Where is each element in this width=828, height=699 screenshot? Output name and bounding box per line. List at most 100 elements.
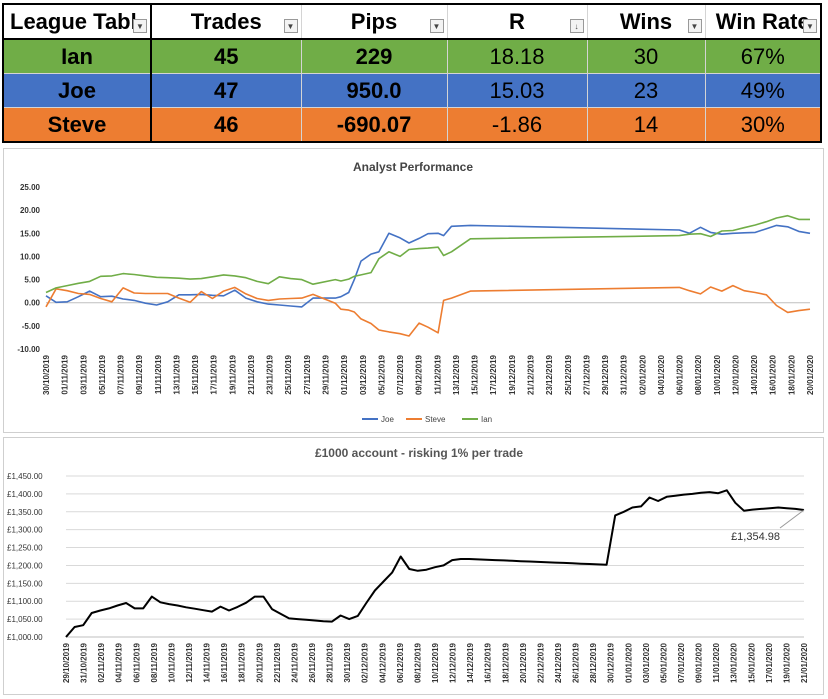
row-name[interactable]: Ian: [2, 38, 152, 74]
header-pips[interactable]: Pips ▼: [300, 3, 448, 40]
x-tick-label: 05/12/2019: [377, 354, 386, 395]
row-name[interactable]: Joe: [2, 73, 152, 108]
header-trades[interactable]: Trades ▼: [150, 3, 302, 40]
x-tick-label: 02/01/2020: [638, 354, 647, 395]
x-tick-label: 12/01/2020: [731, 354, 740, 395]
y-tick-label: -10.00: [17, 345, 40, 354]
x-tick-label: 21/11/2019: [247, 354, 256, 394]
x-tick-label: 07/01/2020: [677, 642, 686, 683]
x-tick-label: 30/11/2019: [343, 642, 352, 682]
y-tick-label: £1,250.00: [7, 544, 43, 553]
analyst-performance-chart[interactable]: Analyst Performance 25.00 20.00 15.00 10.00…: [3, 148, 824, 433]
x-tick-label: 17/11/2019: [210, 354, 219, 394]
series-line-joe[interactable]: [45, 224, 811, 308]
sort-descending-icon[interactable]: ↓: [569, 19, 584, 33]
x-tick-label: 08/01/2020: [694, 354, 703, 395]
row-pips[interactable]: 229: [300, 38, 448, 74]
series-line-ian[interactable]: [45, 214, 810, 294]
x-tick-label: 04/12/2019: [378, 642, 387, 683]
x-tick-label: 14/11/2019: [203, 642, 212, 682]
x-tick-label: 03/01/2020: [642, 642, 651, 683]
x-tick-label: 15/12/2019: [471, 354, 480, 395]
x-tick-label: 24/12/2019: [554, 642, 563, 683]
header-wins[interactable]: Wins ▼: [586, 3, 706, 40]
filter-dropdown-icon[interactable]: ▼: [687, 19, 702, 33]
row-wins[interactable]: 30: [586, 38, 706, 74]
x-tick-label: 26/12/2019: [572, 642, 581, 683]
legend-label: Steve: [425, 415, 446, 424]
row-trades[interactable]: 47: [150, 73, 302, 108]
x-tick-label: 07/12/2019: [396, 354, 405, 395]
row-name[interactable]: Steve: [2, 107, 152, 143]
x-tick-label: 02/12/2019: [361, 642, 370, 683]
row-r[interactable]: 15.03: [446, 73, 588, 108]
row-wins[interactable]: 14: [586, 107, 706, 143]
x-tick-label: 06/01/2020: [676, 354, 685, 395]
x-tick-label: 17/01/2020: [765, 642, 774, 683]
x-tick-label: 22/11/2019: [273, 642, 282, 682]
x-tick-label: 12/12/2019: [449, 642, 458, 683]
series-line-account[interactable]: [65, 489, 805, 638]
x-tick-label: 15/01/2020: [747, 642, 756, 683]
series-line-steve[interactable]: [45, 284, 811, 337]
x-tick-label: 31/12/2019: [620, 354, 629, 395]
filter-dropdown-icon[interactable]: ▼: [803, 19, 817, 33]
x-tick-label: 29/11/2019: [322, 354, 331, 394]
row-pips[interactable]: -690.07: [300, 107, 448, 143]
y-tick-label: 20.00: [20, 206, 41, 215]
x-tick-label: 29/10/2019: [62, 642, 71, 683]
x-tick-label: 11/01/2020: [712, 642, 721, 682]
y-tick-label: £1,000.00: [7, 633, 43, 642]
x-tick-label: 28/12/2019: [589, 642, 598, 683]
x-tick-label: 11/12/2019: [433, 354, 442, 394]
x-tick-label: 09/12/2019: [415, 354, 424, 395]
filter-dropdown-icon[interactable]: ▼: [429, 19, 444, 33]
y-tick-label: £1,100.00: [7, 597, 43, 606]
x-tick-label: 14/01/2020: [750, 354, 759, 395]
x-tick-label: 09/11/2019: [135, 354, 144, 394]
x-tick-label: 20/01/2020: [806, 354, 815, 395]
row-r[interactable]: 18.18: [446, 38, 588, 74]
table-row-joe: Joe 47 950.0 15.03 23 49%: [2, 73, 822, 108]
account-chart[interactable]: £1000 account - risking 1% per trade £1,…: [3, 437, 824, 695]
row-trades[interactable]: 46: [150, 107, 302, 143]
x-tick-label: 04/01/2020: [657, 354, 666, 395]
header-win-rate[interactable]: Win Rate ▼: [704, 3, 822, 40]
header-name[interactable]: League Tabl ▼: [2, 3, 152, 40]
x-tick-label: 29/12/2019: [601, 354, 610, 395]
x-tick-label: 05/11/2019: [98, 354, 107, 394]
x-tick-label: 25/12/2019: [564, 354, 573, 395]
row-win-rate[interactable]: 30%: [704, 107, 822, 143]
x-tick-label: 26/11/2019: [308, 642, 317, 682]
x-tick-label: 17/12/2019: [489, 354, 498, 395]
y-tick-label: £1,450.00: [7, 472, 43, 481]
header-r-label: R: [509, 8, 525, 34]
x-tick-label: 21/01/2020: [800, 642, 809, 683]
x-tick-label: 01/11/2019: [61, 354, 70, 394]
x-tick-label: 06/11/2019: [132, 642, 141, 682]
filter-dropdown-icon[interactable]: ▼: [283, 19, 298, 33]
header-r[interactable]: R ↓: [446, 3, 588, 40]
row-trades[interactable]: 45: [150, 38, 302, 74]
table-row-ian: Ian 45 229 18.18 30 67%: [2, 38, 822, 74]
row-win-rate[interactable]: 67%: [704, 38, 822, 74]
row-wins[interactable]: 23: [586, 73, 706, 108]
header-pips-label: Pips: [350, 8, 398, 34]
x-tick-label: 01/01/2020: [624, 642, 633, 683]
x-tick-label: 13/01/2020: [730, 642, 739, 683]
y-tick-label: 0.00: [24, 299, 40, 308]
row-win-rate[interactable]: 49%: [704, 73, 822, 108]
row-pips[interactable]: 950.0: [300, 73, 448, 108]
x-tick-label: 23/11/2019: [266, 354, 275, 394]
legend-label: Joe: [381, 415, 394, 424]
row-r[interactable]: -1.86: [446, 107, 588, 143]
x-tick-label: 01/12/2019: [340, 354, 349, 395]
x-tick-label: 31/10/2019: [80, 642, 89, 683]
y-tick-label: £1,150.00: [7, 579, 43, 588]
x-tick-label: 02/11/2019: [97, 642, 106, 682]
x-tick-label: 18/01/2020: [787, 354, 796, 395]
filter-dropdown-icon[interactable]: ▼: [133, 19, 147, 33]
x-tick-label: 18/11/2019: [238, 642, 247, 682]
x-tick-label: 16/11/2019: [220, 642, 229, 682]
y-tick-label: 5.00: [24, 276, 40, 285]
